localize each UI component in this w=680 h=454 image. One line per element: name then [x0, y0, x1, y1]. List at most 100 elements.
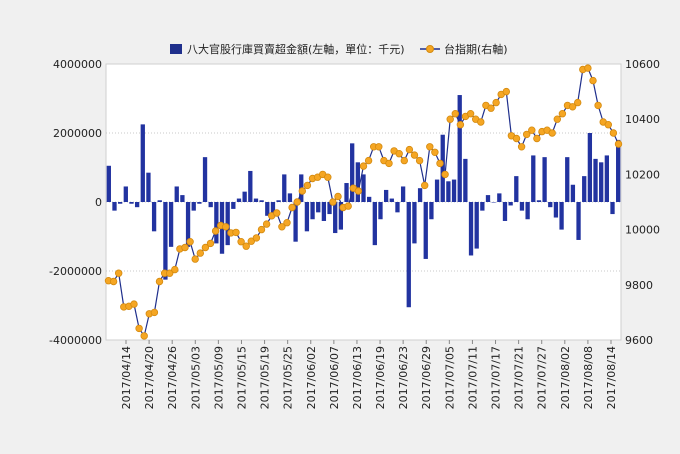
bar — [253, 198, 259, 202]
bar — [599, 162, 604, 202]
index-point — [222, 223, 230, 231]
index-point — [324, 173, 332, 181]
bar — [367, 196, 372, 202]
bar — [610, 202, 615, 215]
bar — [395, 202, 400, 213]
index-point — [354, 187, 363, 195]
bar — [231, 202, 236, 209]
x-tick-label: 2017/06/02 — [305, 346, 318, 409]
index-point — [528, 126, 536, 134]
bar — [259, 200, 264, 202]
bar — [412, 202, 417, 244]
x-tick-label: 2017/05/03 — [189, 346, 202, 409]
bar — [293, 202, 298, 242]
x-tick-label: 2017/08/02 — [559, 346, 572, 409]
right-tick-label: 10200 — [625, 168, 660, 181]
x-tick-label: 2017/04/14 — [120, 346, 133, 409]
bar — [236, 198, 242, 202]
index-point — [171, 265, 179, 274]
x-tick-label: 2017/07/21 — [513, 346, 526, 409]
bar — [508, 202, 513, 206]
x-tick-label: 2017/07/17 — [490, 346, 503, 409]
index-point — [385, 159, 393, 168]
x-tick-label: 2017/05/15 — [236, 346, 249, 409]
bar-series — [106, 95, 621, 308]
index-point — [441, 170, 449, 179]
bar — [282, 174, 287, 202]
bar — [485, 195, 491, 202]
bar — [423, 202, 428, 259]
x-tick-label: 2017/06/29 — [420, 346, 433, 409]
bar — [123, 186, 128, 202]
x-tick-label: 2017/07/11 — [466, 346, 479, 409]
x-tick-label: 2017/08/14 — [605, 346, 618, 409]
index-point — [242, 242, 250, 250]
legend-line-dot — [426, 45, 434, 53]
index-point — [232, 228, 240, 237]
bar — [417, 188, 423, 202]
x-tick-label: 2017/05/09 — [212, 346, 225, 409]
bar — [168, 202, 174, 247]
index-point — [283, 218, 291, 227]
index-point — [431, 148, 439, 156]
index-point — [502, 87, 510, 96]
index-point — [252, 234, 261, 242]
left-axis: 4000000 2000000 0 -2000000 -4000000 — [49, 58, 102, 347]
bar — [587, 133, 593, 202]
index-point — [247, 237, 255, 245]
x-tick-label: 2017/08/08 — [582, 346, 595, 409]
x-tick-label: 2017/04/26 — [166, 346, 179, 409]
x-tick-label: 2017/06/07 — [328, 346, 341, 409]
bar — [310, 202, 315, 220]
index-point — [150, 308, 159, 317]
bar — [157, 200, 162, 202]
index-point — [273, 209, 281, 217]
bar — [480, 202, 485, 211]
bar — [531, 155, 536, 202]
bar — [129, 202, 134, 204]
index-point — [186, 237, 194, 246]
bar — [202, 157, 208, 202]
index-point — [237, 237, 245, 246]
right-tick-label: 9600 — [625, 334, 653, 347]
bar — [616, 139, 621, 202]
bar — [559, 202, 564, 230]
bar — [140, 124, 145, 203]
bar — [265, 202, 270, 216]
bar — [276, 200, 281, 202]
bar — [474, 202, 479, 249]
index-point — [421, 181, 429, 190]
index-point — [574, 98, 582, 107]
index-point — [278, 223, 286, 231]
index-point — [410, 151, 419, 159]
right-tick-label: 10400 — [625, 113, 660, 126]
legend-bar-swatch — [170, 44, 182, 54]
x-axis: 2017/04/14 2017/04/20 2017/04/26 2017/05/03… — [120, 340, 618, 409]
bar — [383, 189, 389, 202]
left-tick-label: -2000000 — [49, 265, 102, 278]
index-point — [329, 198, 337, 206]
bar — [327, 202, 332, 215]
bar — [350, 143, 355, 202]
bar — [451, 179, 457, 202]
index-point — [456, 120, 465, 129]
index-point — [140, 332, 148, 340]
line-series — [104, 64, 623, 340]
index-point — [201, 243, 210, 252]
index-point — [181, 243, 189, 252]
right-tick-label: 10600 — [625, 58, 660, 71]
bar — [344, 183, 349, 202]
index-point — [589, 76, 597, 85]
bar — [180, 195, 185, 202]
index-point — [405, 145, 414, 154]
index-point — [114, 269, 123, 277]
bar — [525, 202, 530, 220]
bar — [468, 202, 474, 256]
bar — [338, 202, 344, 230]
bar — [106, 165, 111, 202]
bar — [378, 202, 383, 220]
bar — [112, 202, 117, 211]
bar — [582, 176, 587, 203]
